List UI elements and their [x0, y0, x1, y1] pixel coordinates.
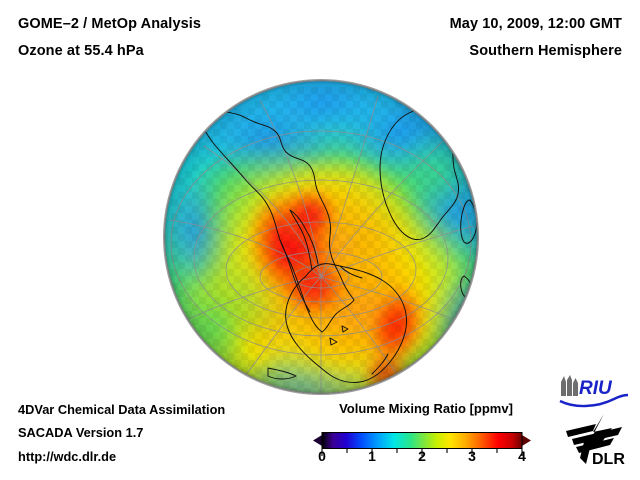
colorbar-tick-label-0: 0 [318, 448, 326, 464]
region-label: Southern Hemisphere [469, 43, 622, 59]
instrument-title: GOME–2 / MetOp Analysis [18, 16, 202, 32]
dlr-mark-icon [566, 414, 622, 464]
colorbar-extend-right [522, 435, 531, 446]
method-credit: 4DVar Chemical Data Assimilation [18, 402, 226, 417]
riu-swoosh-icon [559, 393, 629, 408]
riu-towers-icon [561, 375, 578, 396]
colorbar-tick-label-4: 4 [518, 448, 526, 464]
riu-logo: RIU [558, 374, 630, 408]
colorbar-ticks [321, 448, 523, 456]
globe-map [164, 80, 478, 394]
colorbar-tick-label-3: 3 [468, 448, 476, 464]
riu-wordmark: RIU [579, 378, 613, 399]
datetime-label: May 10, 2009, 12:00 GMT [449, 16, 622, 32]
colorbar [311, 426, 533, 472]
colorbar-tick-label-2: 2 [418, 448, 426, 464]
colorbar-extend-left [313, 435, 322, 446]
ozone-field-plot [164, 80, 478, 394]
dlr-wordmark: DLR [592, 451, 625, 468]
ozone-color-field [164, 80, 478, 394]
quantity-subtitle: Ozone at 55.4 hPa [18, 43, 144, 59]
globe-disc [164, 80, 478, 394]
colorbar-title: Volume Mixing Ratio [ppmv] [339, 401, 513, 416]
dlr-logo: DLR [562, 412, 632, 468]
website-credit[interactable]: http://wdc.dlr.de [18, 449, 117, 464]
colorbar-tick-label-1: 1 [368, 448, 376, 464]
version-credit: SACADA Version 1.7 [18, 425, 144, 440]
colorbar-gradient [322, 432, 522, 449]
